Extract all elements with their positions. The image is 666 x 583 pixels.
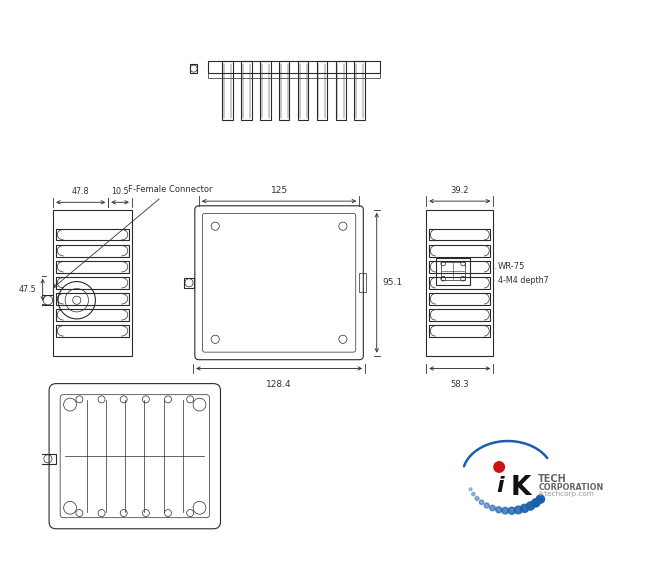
Text: 10.5: 10.5: [111, 187, 129, 196]
Circle shape: [502, 507, 509, 514]
Circle shape: [515, 506, 522, 514]
Bar: [53, 210, 132, 356]
Circle shape: [526, 502, 535, 510]
Circle shape: [484, 503, 490, 508]
Bar: [56, 309, 129, 321]
Bar: [222, 61, 233, 120]
Bar: [56, 325, 129, 337]
Circle shape: [508, 507, 515, 514]
Bar: [56, 229, 129, 240]
Text: iktechcorp.com: iktechcorp.com: [538, 491, 594, 497]
Bar: [429, 277, 490, 289]
Circle shape: [496, 507, 501, 513]
Text: i: i: [497, 476, 504, 496]
Text: 125: 125: [270, 186, 288, 195]
Circle shape: [490, 505, 496, 511]
Text: 95.1: 95.1: [382, 278, 403, 287]
Circle shape: [480, 500, 484, 504]
Bar: [184, 278, 194, 288]
Circle shape: [494, 462, 504, 472]
Bar: [429, 309, 490, 321]
Circle shape: [472, 492, 475, 496]
Text: 128.4: 128.4: [266, 380, 292, 389]
Circle shape: [475, 497, 479, 500]
Bar: [56, 261, 129, 273]
Bar: [208, 61, 380, 73]
Bar: [426, 210, 494, 356]
Bar: [208, 73, 380, 78]
Text: 47.8: 47.8: [72, 187, 89, 196]
Text: 47.5: 47.5: [19, 285, 37, 294]
Bar: [56, 293, 129, 304]
Bar: [260, 61, 270, 120]
Bar: [241, 61, 252, 120]
Bar: [190, 64, 197, 73]
Bar: [429, 293, 490, 304]
Bar: [359, 273, 366, 292]
Text: TECH: TECH: [538, 474, 567, 484]
Text: 39.2: 39.2: [451, 186, 469, 195]
Circle shape: [469, 488, 472, 491]
Circle shape: [521, 504, 529, 512]
Text: K: K: [511, 475, 531, 501]
Text: 58.3: 58.3: [450, 380, 469, 389]
Bar: [429, 229, 490, 240]
Text: CORPORATION: CORPORATION: [538, 483, 603, 491]
Bar: [37, 295, 53, 305]
Circle shape: [531, 499, 540, 507]
Text: WR-75: WR-75: [498, 262, 525, 271]
Bar: [441, 262, 466, 280]
Bar: [429, 325, 490, 337]
Bar: [56, 245, 129, 257]
Bar: [279, 61, 290, 120]
Bar: [429, 245, 490, 257]
Bar: [429, 261, 490, 273]
Bar: [40, 454, 56, 464]
Text: F-Female Connector: F-Female Connector: [54, 185, 212, 287]
Bar: [298, 61, 308, 120]
Bar: [354, 61, 365, 120]
Bar: [56, 277, 129, 289]
Bar: [317, 61, 327, 120]
Circle shape: [536, 495, 545, 503]
Bar: [436, 258, 470, 285]
Text: 4-M4 depth7: 4-M4 depth7: [498, 276, 549, 285]
Bar: [336, 61, 346, 120]
